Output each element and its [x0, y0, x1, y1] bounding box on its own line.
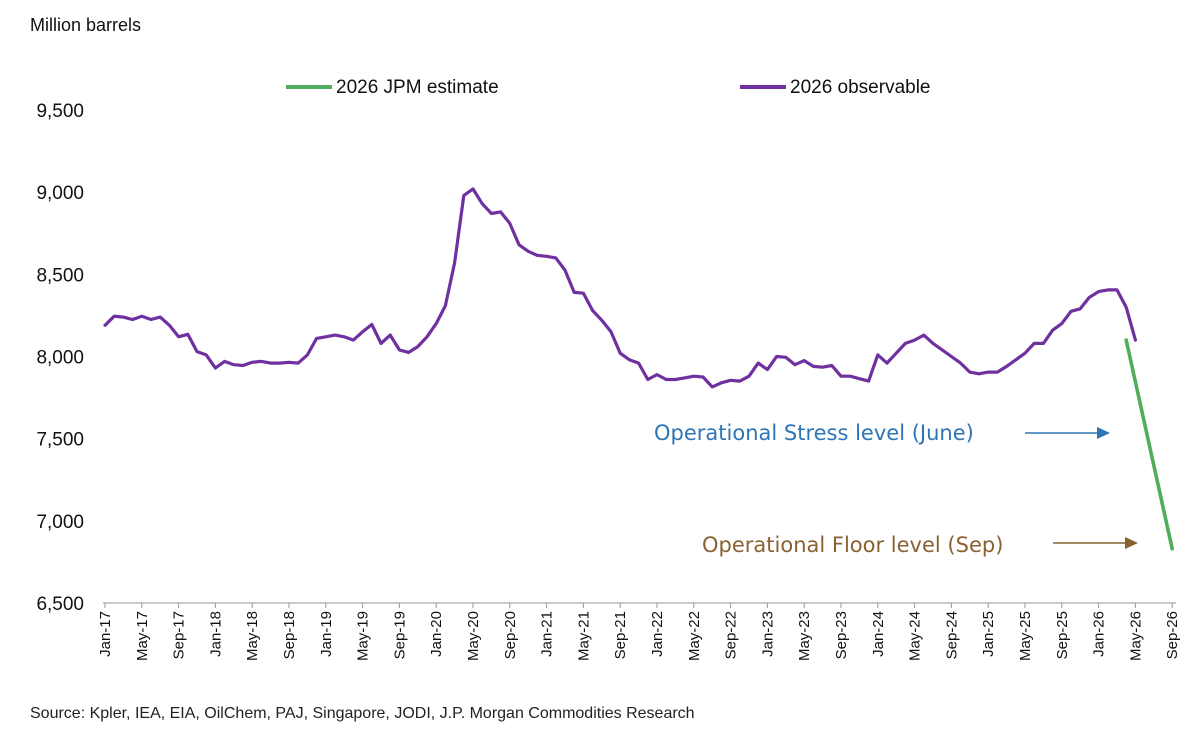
annotation-label: Operational Stress level (June) — [654, 421, 974, 445]
x-tick-label: Jan-18 — [207, 611, 224, 657]
x-tick-label: May-17 — [134, 611, 151, 661]
annotation-arrow-head — [1125, 537, 1138, 549]
x-tick-label: Jan-22 — [649, 611, 666, 657]
y-tick-label: 7,500 — [36, 430, 84, 451]
x-tick-label: Jan-19 — [318, 611, 335, 657]
source-note: Source: Kpler, IEA, EIA, OilChem, PAJ, S… — [30, 705, 695, 722]
x-tick-label: Jan-21 — [539, 611, 556, 657]
x-tick-label: May-23 — [796, 611, 813, 661]
x-tick-label: May-18 — [244, 611, 261, 661]
y-tick-label: 9,000 — [36, 183, 84, 204]
x-tick-label: May-19 — [355, 611, 372, 661]
x-tick-label: Sep-19 — [391, 611, 408, 659]
x-tick-label: Sep-20 — [502, 611, 519, 659]
series-line-estimate — [1124, 338, 1174, 551]
x-tick-label: May-22 — [686, 611, 703, 661]
legend: 2026 JPM estimate 2026 observable — [286, 77, 931, 98]
x-tick-label: Jan-25 — [980, 611, 997, 657]
x-tick-label: Sep-18 — [281, 611, 298, 659]
x-tick-label: Jan-24 — [870, 611, 887, 657]
annotation-arrow-head — [1097, 427, 1110, 439]
y-tick-label: 8,000 — [36, 348, 84, 369]
x-tick-label: May-26 — [1127, 611, 1144, 661]
x-tick-label: Jan-23 — [759, 611, 776, 657]
y-axis-label: Million barrels — [30, 15, 141, 35]
x-tick-label: Sep-17 — [171, 611, 188, 659]
series-group — [103, 187, 1174, 551]
annotations: Operational Stress level (June) Operation… — [654, 421, 1138, 557]
y-tick-label: 6,500 — [36, 594, 84, 615]
x-tick-label: Sep-25 — [1054, 611, 1071, 659]
annotation-label: Operational Floor level (Sep) — [702, 533, 1003, 557]
x-tick-label: Sep-23 — [833, 611, 850, 659]
y-axis-ticks: 6,500 7,000 7,500 8,000 8,500 9,000 9,500 — [36, 101, 84, 615]
x-tick-label: May-25 — [1017, 611, 1034, 661]
x-tick-label: Jan-17 — [97, 611, 114, 657]
x-tick-label: Sep-22 — [723, 611, 740, 659]
series-line-observable — [103, 187, 1138, 389]
y-tick-label: 7,000 — [36, 512, 84, 533]
y-tick-label: 8,500 — [36, 265, 84, 286]
x-tick-label: May-20 — [465, 611, 482, 661]
x-axis-ticks: Jan-17 May-17 Sep-17 Jan-18 May-18 Sep-18 Jan-… — [97, 603, 1181, 661]
y-tick-label: 9,500 — [36, 101, 84, 122]
x-tick-label: Sep-24 — [943, 611, 960, 659]
legend-label: 2026 JPM estimate — [336, 77, 499, 98]
x-tick-label: May-21 — [575, 611, 592, 661]
legend-label: 2026 observable — [790, 77, 931, 98]
x-tick-label: May-24 — [907, 611, 924, 661]
x-tick-label: Jan-20 — [428, 611, 445, 657]
x-tick-label: Sep-26 — [1164, 611, 1181, 659]
x-tick-label: Sep-21 — [612, 611, 629, 659]
x-tick-label: Jan-26 — [1091, 611, 1108, 657]
